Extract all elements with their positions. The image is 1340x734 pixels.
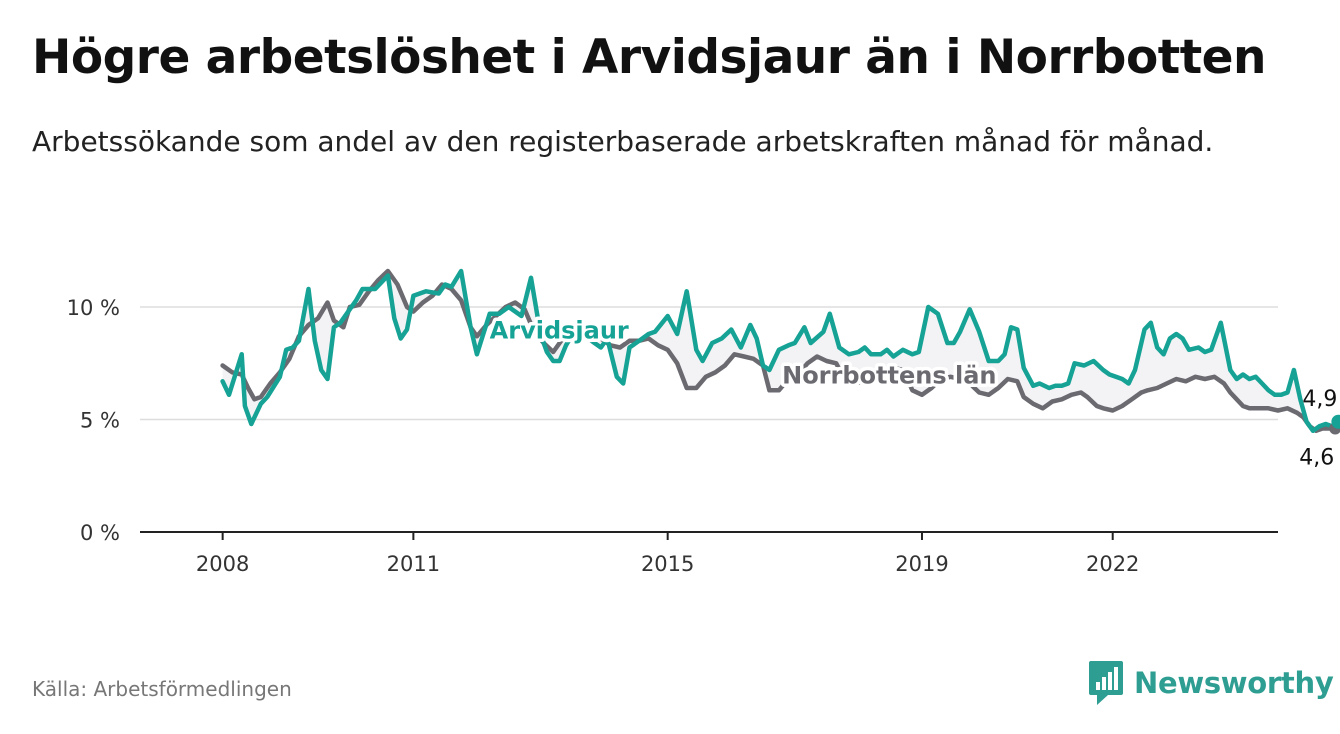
y-tick-label: 10 % bbox=[67, 296, 120, 320]
norrbotten-line bbox=[220, 268, 1338, 434]
y-tick-label: 0 % bbox=[80, 521, 120, 545]
arvidsjaur-end-label: 4,9 % bbox=[1302, 387, 1340, 412]
x-tick-label: 2008 bbox=[196, 552, 249, 576]
x-tick-label: 2015 bbox=[641, 552, 694, 576]
newsworthy-logo-icon bbox=[1089, 661, 1123, 705]
x-tick-label: 2022 bbox=[1086, 552, 1139, 576]
x-tick-label: 2011 bbox=[387, 552, 440, 576]
x-tick-label: 2019 bbox=[895, 552, 948, 576]
newsworthy-logo: Newsworthy bbox=[1088, 660, 1334, 706]
y-tick-label: 5 % bbox=[80, 409, 120, 433]
arvidsjaur-series-label: Arvidsjaur bbox=[490, 317, 629, 345]
arvidsjaur-end-point bbox=[1331, 414, 1340, 429]
norrbotten-end-label: 4,6 % bbox=[1299, 446, 1340, 471]
arvidsjaur-line bbox=[220, 268, 1340, 434]
chart-title: Högre arbetslöshet i Arvidsjaur än i Nor… bbox=[32, 30, 1267, 85]
chart-subtitle: Arbetssökande som andel av den registerb… bbox=[32, 125, 1214, 158]
brand-name: Newsworthy bbox=[1134, 666, 1334, 700]
source-note: Källa: Arbetsförmedlingen bbox=[32, 677, 292, 701]
norrbotten-series-label: Norrbottens län bbox=[782, 362, 996, 390]
